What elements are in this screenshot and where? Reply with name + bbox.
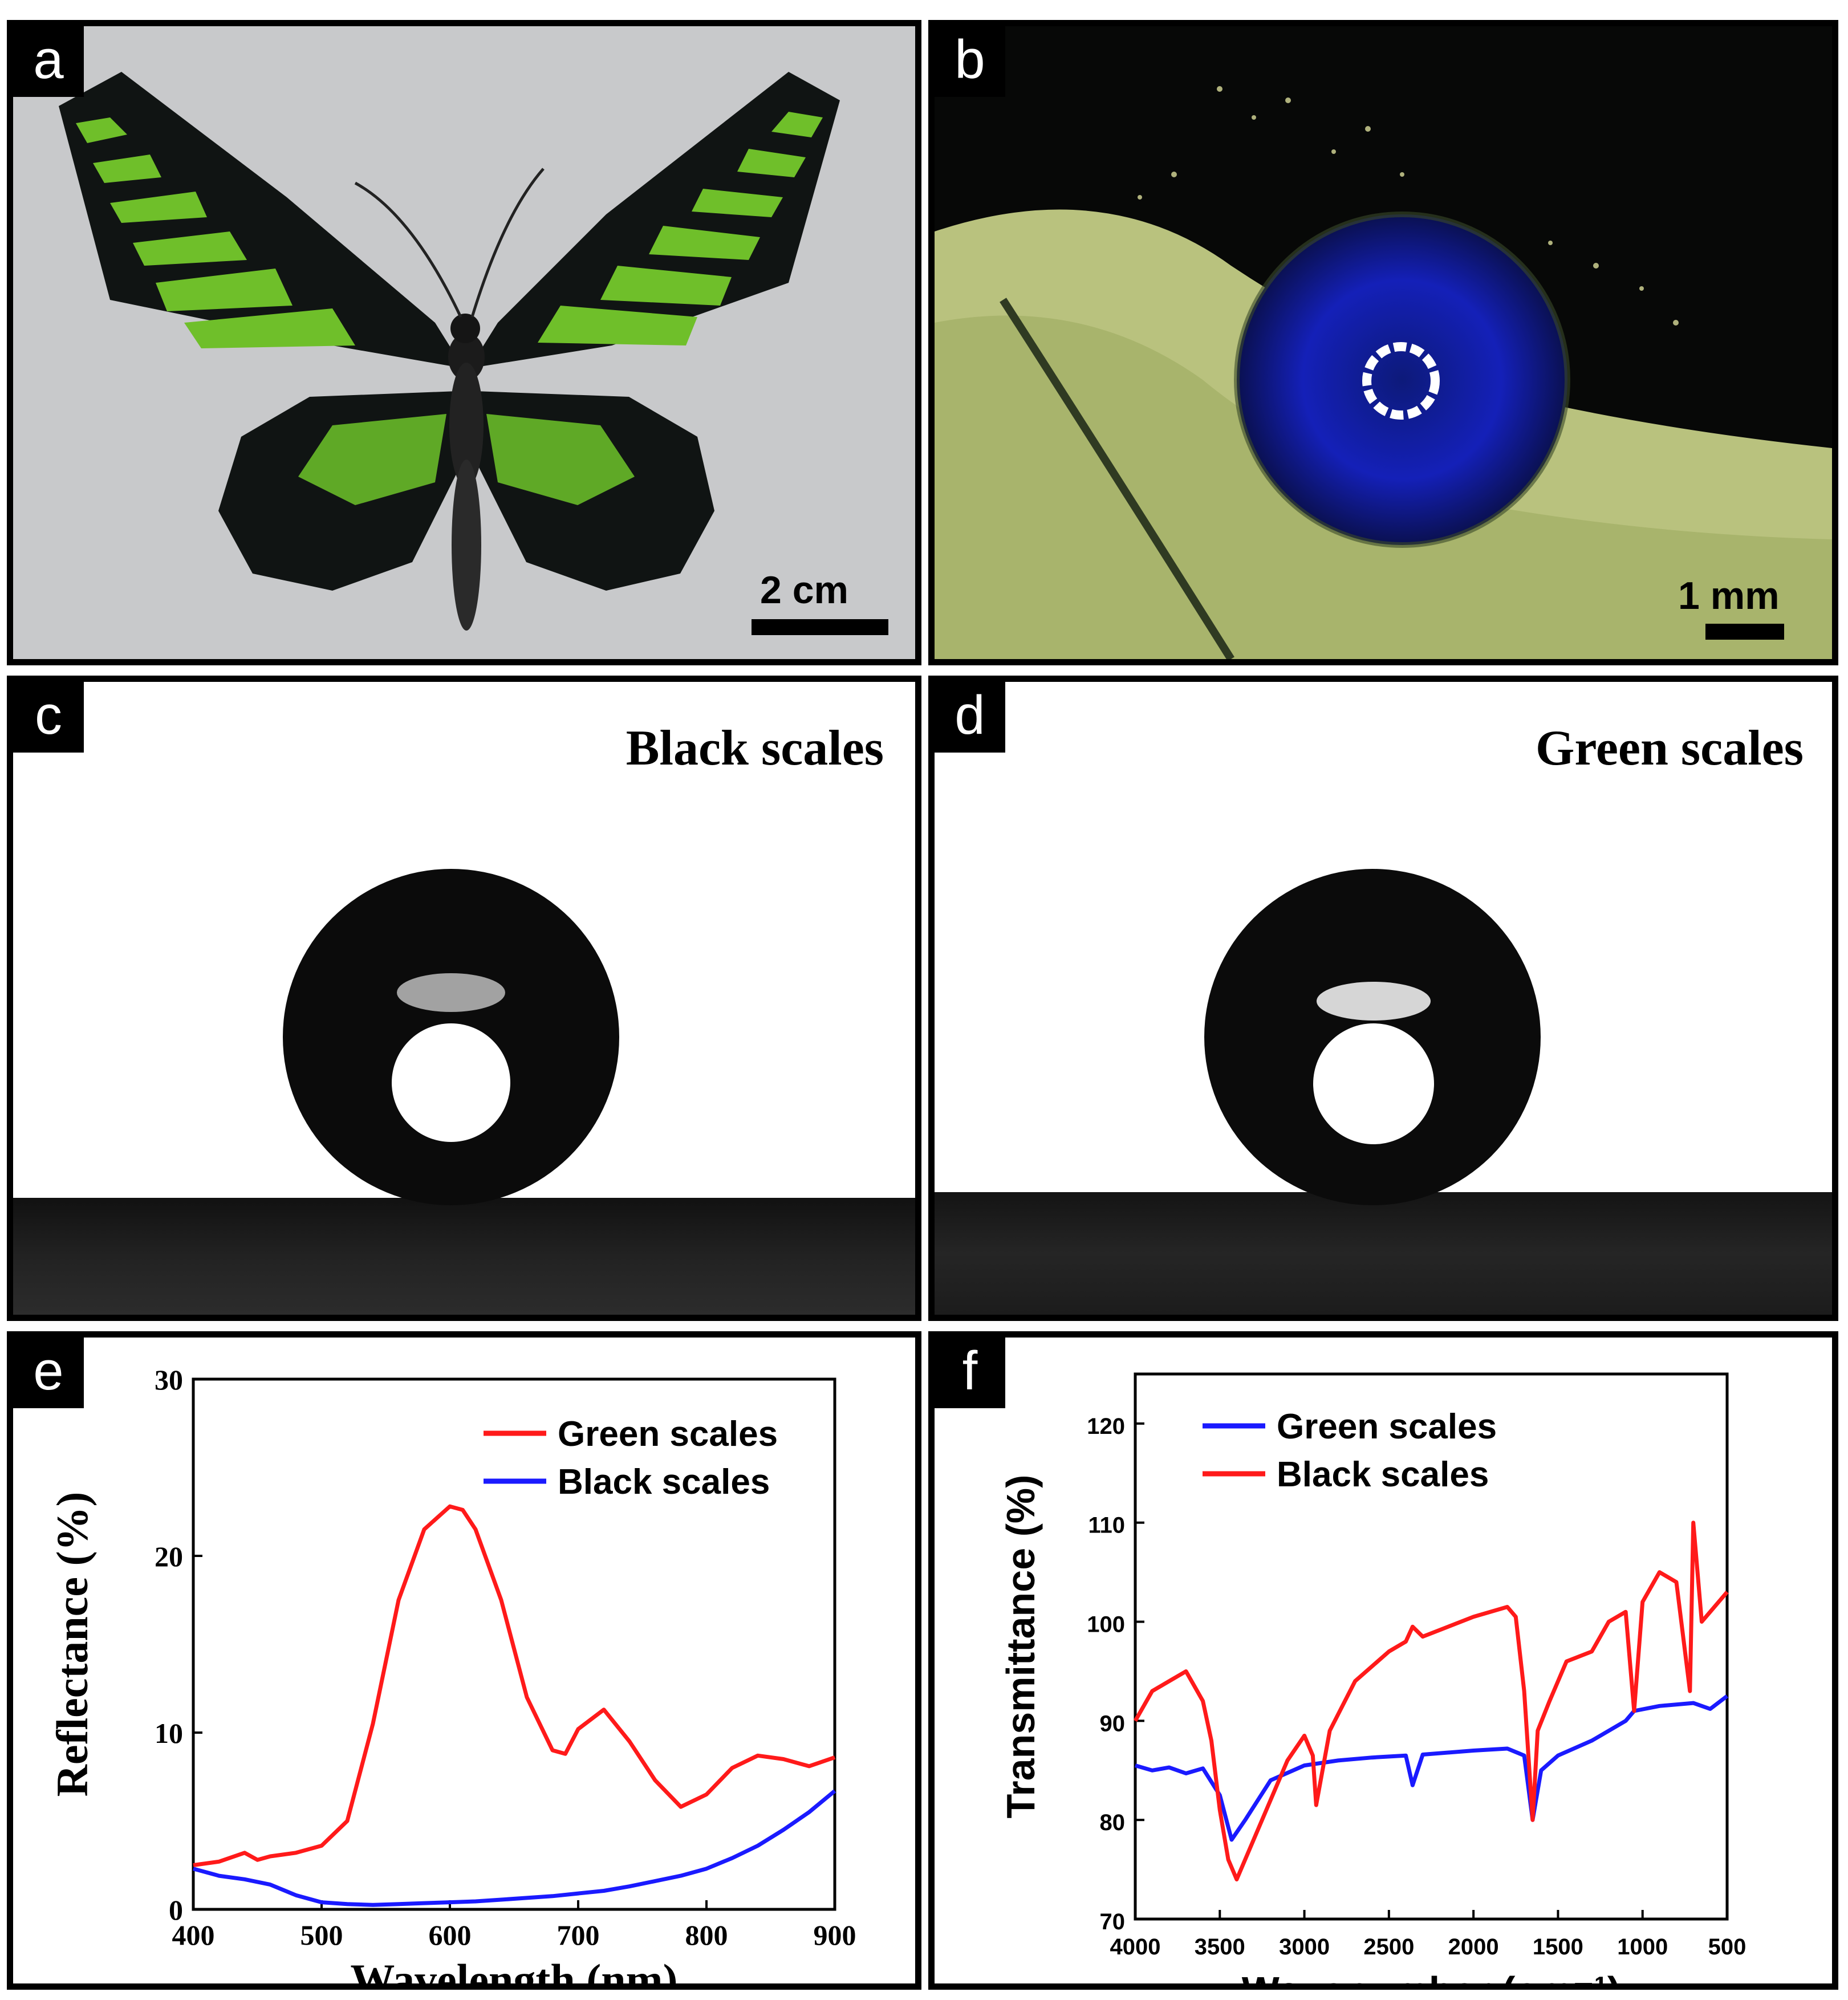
x-tick-label: 1500 [1533,1934,1583,1960]
scale-bar-a [752,619,888,635]
panel-title-d: Green scales [1535,721,1804,776]
panel-label-f: f [935,1338,1005,1408]
series-line-black-scales [193,1789,836,1907]
substrate [935,1192,1832,1315]
x-tick-label: 2000 [1448,1934,1499,1960]
transmittance-chart: 4000 3500 3000 2500 2000 1500 1000 500 70 80 90 100… [998,1372,1747,1983]
panel-f: f 4000 3500 3000 2500 2000 1500 1000 500 70 80 90 1… [928,1331,1838,1990]
x-tick-label: 600 [429,1919,472,1951]
y-tick-label: 0 [169,1894,183,1926]
x-axis-label: Wavelength (nm) [350,1955,677,1983]
panel-label-e: e [13,1338,84,1408]
y-tick-label: 20 [155,1540,183,1572]
contact-angle-photo-green [935,682,1832,1315]
x-tick-label: 1000 [1617,1934,1668,1960]
panel-c: c Black scales [7,676,921,1321]
x-tick-label: 500 [300,1919,343,1951]
x-tick-label: 4000 [1110,1934,1161,1960]
x-tick-label: 800 [685,1919,728,1951]
legend-label: Black scales [1277,1455,1489,1494]
legend-label: Green scales [1277,1407,1497,1446]
panel-label-b: b [935,26,1005,97]
x-tick-label: 500 [1708,1934,1747,1960]
x-tick-label: 900 [814,1919,856,1951]
x-tick-label: 700 [557,1919,600,1951]
y-tick-label: 100 [1087,1612,1125,1637]
y-tick-label: 90 [1100,1711,1126,1736]
y-axis-label: Reflectance (%) [47,1492,97,1797]
panel-d: d Green scales [928,676,1838,1321]
light-ring [1362,342,1440,420]
water-droplet [1237,214,1567,545]
series-line-green-scales [193,1504,836,1867]
panel-e: e 400 500 600 700 800 900 0 10 20 30 Wavelength (n… [7,1331,921,1990]
y-tick-label: 30 [155,1364,183,1396]
right-forewing [469,72,840,368]
panel-b: b 1 mm [928,20,1838,665]
substrate [13,1198,915,1315]
x-axis-label: Wavenumber (cm⁻¹) [1242,1969,1620,1983]
x-tick-label: 3500 [1195,1934,1245,1960]
left-forewing [59,72,464,368]
x-tick-label: 3000 [1279,1934,1330,1960]
y-axis-label: Transmittance (%) [998,1475,1043,1819]
panel-title-c: Black scales [626,721,884,776]
panel-label-c: c [13,682,84,753]
scale-bar-label-b: 1 mm [1678,574,1780,617]
x-tick-label: 2500 [1363,1934,1414,1960]
plot-frame [192,1377,836,1911]
wing-droplet-photo [935,26,1832,659]
y-tick-label: 120 [1087,1414,1125,1439]
y-tick-label: 70 [1100,1909,1126,1934]
y-tick-label: 80 [1100,1810,1126,1835]
plot-frame [1134,1372,1729,1921]
contact-angle-photo-black [13,682,915,1315]
panel-label-a: a [13,26,84,97]
scale-bar-label-a: 2 cm [760,568,848,612]
panel-a: a [7,20,921,665]
series-line-black-scales [1133,1521,1729,1881]
y-tick-label: 10 [155,1717,183,1749]
legend-label: Black scales [558,1462,770,1502]
y-tick-label: 110 [1088,1513,1125,1538]
series-line-green-scales [1135,1694,1729,1842]
scale-bar-b [1705,624,1784,640]
panel-label-d: d [935,682,1005,753]
butterfly-photo [13,26,915,659]
legend-label: Green scales [558,1414,778,1454]
x-tick-label: 400 [172,1919,215,1951]
reflectance-chart: 400 500 600 700 800 900 0 10 20 30 Wavelength (nm)… [47,1364,856,1983]
